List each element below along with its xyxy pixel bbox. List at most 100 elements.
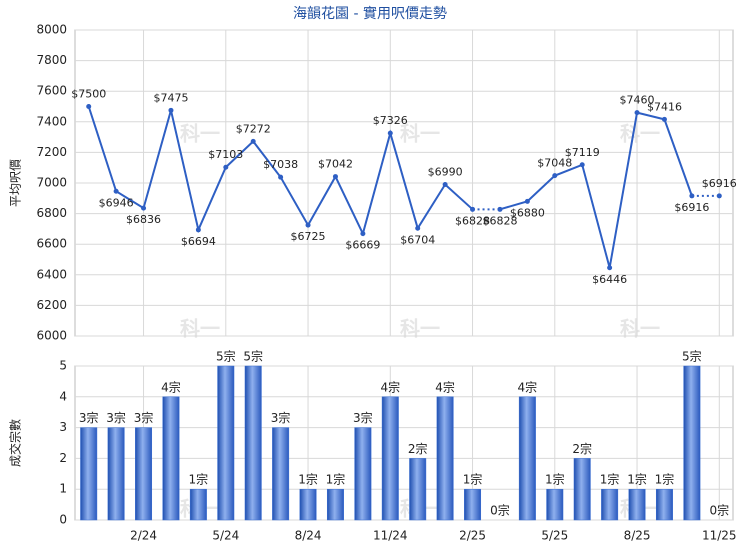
y-tick-label: 0: [59, 513, 67, 527]
value-label: $7103: [208, 148, 243, 161]
bar: [354, 427, 372, 521]
watermark: 科一: [180, 317, 220, 341]
price-point: [634, 110, 640, 116]
watermark: 科一: [620, 122, 660, 146]
value-label: 1宗: [627, 472, 647, 487]
bar: [244, 365, 262, 521]
value-label: $7042: [318, 158, 353, 171]
value-label: 1宗: [545, 472, 565, 487]
value-label: 3宗: [134, 410, 154, 425]
value-label: $7500: [71, 88, 106, 101]
price-point: [661, 116, 667, 122]
bar: [409, 458, 427, 521]
price-point: [113, 188, 119, 194]
value-label: 4宗: [518, 379, 538, 394]
value-label: $7272: [236, 122, 271, 135]
bar: [135, 427, 153, 521]
y-tick-label: 7000: [36, 176, 67, 190]
price-point: [223, 164, 229, 170]
value-label: $7460: [620, 94, 655, 107]
x-tick-label: 5/25: [541, 529, 568, 543]
bar: [80, 427, 98, 521]
price-line: [499, 111, 693, 269]
price-point: [579, 162, 585, 168]
y-tick-label: 6400: [36, 267, 67, 281]
price-point: [497, 206, 503, 212]
value-label: 5宗: [243, 349, 263, 364]
price-point: [524, 198, 530, 204]
price-point: [250, 138, 256, 144]
value-label: $6880: [510, 206, 545, 219]
value-label: 4宗: [435, 379, 455, 394]
value-label: $7326: [373, 114, 408, 127]
price-point: [305, 222, 311, 228]
y-tick-label: 5: [59, 359, 67, 373]
price-point: [278, 174, 284, 180]
value-label: $7119: [565, 146, 600, 159]
watermark: 科一: [400, 317, 440, 341]
bar: [573, 458, 591, 521]
x-tick-label: 8/24: [295, 529, 322, 543]
y-axis-label: 平均呎價: [9, 159, 23, 207]
chart-title: 海韻花園 - 實用呎價走勢: [293, 5, 447, 22]
bar: [107, 427, 125, 521]
bar: [381, 396, 399, 521]
y-axis-label: 成交宗數: [8, 419, 23, 467]
value-label: $6836: [126, 213, 161, 226]
x-tick-label: 2/25: [459, 529, 486, 543]
price-point: [168, 107, 174, 113]
bar: [464, 488, 482, 521]
bar: [655, 488, 673, 521]
price-point: [552, 173, 558, 179]
value-label: $6694: [181, 235, 216, 248]
value-label: $6990: [428, 166, 463, 179]
value-label: 0宗: [709, 503, 729, 518]
bar: [683, 365, 701, 521]
value-label: 1宗: [189, 472, 209, 487]
y-tick-label: 7800: [36, 53, 67, 67]
bar: [217, 365, 235, 521]
value-label: $6946: [99, 196, 134, 209]
bar: [601, 488, 619, 521]
value-label: 4宗: [380, 379, 400, 394]
bar: [299, 488, 317, 521]
y-tick-label: 3: [59, 420, 67, 434]
price-point: [141, 205, 147, 211]
watermark: 科一: [400, 122, 440, 146]
bar: [162, 396, 180, 521]
bar: [546, 488, 564, 521]
price-point: [387, 130, 393, 136]
bar: [436, 396, 454, 521]
value-label: 3宗: [79, 410, 99, 425]
watermark: 科一: [620, 317, 660, 341]
value-label: 2宗: [572, 441, 592, 456]
price-point: [470, 206, 476, 212]
y-tick-label: 7400: [36, 114, 67, 128]
y-tick-label: 2: [59, 451, 67, 465]
value-label: $7475: [153, 91, 188, 104]
price-point: [716, 193, 722, 199]
value-label: 3宗: [271, 410, 291, 425]
y-tick-label: 6200: [36, 298, 67, 312]
price-point: [86, 104, 92, 109]
value-label: $6669: [345, 239, 380, 252]
value-label: $6828: [455, 214, 490, 227]
y-tick-label: 6600: [36, 237, 67, 251]
price-point: [360, 231, 366, 237]
y-tick-label: 7600: [36, 84, 67, 98]
x-tick-label: 5/24: [212, 529, 239, 543]
price-point: [415, 225, 421, 231]
bar: [628, 488, 646, 521]
price-point: [195, 227, 201, 233]
value-label: $7038: [263, 158, 298, 171]
value-label: $6828: [482, 214, 517, 227]
value-label: $6916: [674, 201, 709, 214]
value-label: $7048: [537, 157, 572, 170]
price-point: [442, 182, 448, 188]
value-label: 5宗: [216, 349, 236, 364]
value-label: 2宗: [408, 441, 428, 456]
x-tick-label: 11/24: [373, 529, 408, 543]
x-tick-label: 11/25: [702, 529, 737, 543]
bar: [272, 427, 290, 521]
